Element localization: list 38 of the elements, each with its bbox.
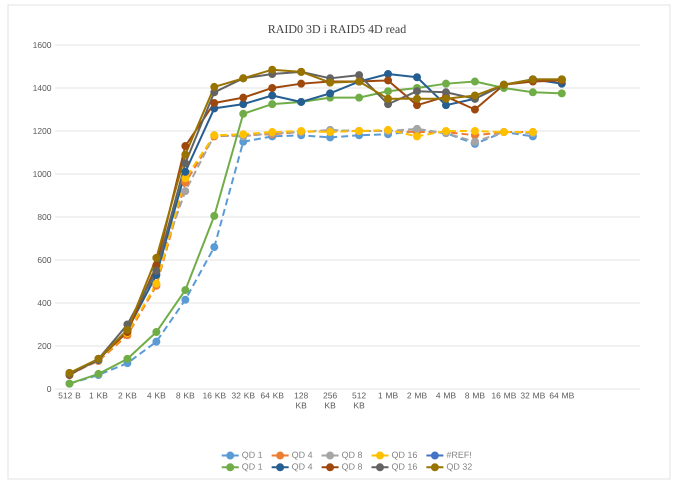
y-tick-label: 1200 xyxy=(33,128,52,134)
y-tick-label: 1000 xyxy=(33,170,52,177)
legend-label: QD 4 xyxy=(292,452,312,460)
x-tick-label: 4 KB xyxy=(147,392,166,398)
x-tick-label: 32 MB xyxy=(520,392,545,398)
legend-label: #REF! xyxy=(446,452,471,458)
x-tick-label: 1 KB xyxy=(90,392,108,398)
x-tick-label: 8 KB xyxy=(176,392,194,398)
legend-label: QD 8 xyxy=(342,463,362,472)
y-tick-label: 400 xyxy=(38,300,52,306)
x-tick-label: 16 KB xyxy=(203,392,226,398)
x-tick-label: 512 KB xyxy=(352,392,366,408)
x-tick-label: 8 MB xyxy=(465,392,485,398)
y-tick-label: 0 xyxy=(47,386,52,392)
legend-label: QD 1 xyxy=(242,452,262,460)
x-tick-label: 512 B xyxy=(58,392,80,398)
x-tick-label: 4 MB xyxy=(436,392,456,398)
legend-label: QD 16 xyxy=(392,463,417,472)
x-tick-label: 64 MB xyxy=(550,392,574,398)
legend-label: QD 4 xyxy=(292,463,312,472)
y-tick-label: 200 xyxy=(38,342,52,349)
x-tick-label: 2 KB xyxy=(118,392,136,398)
legend-label: QD 32 xyxy=(446,463,472,472)
y-tick-label: 1400 xyxy=(33,84,52,91)
x-tick-label: 1 MB xyxy=(378,392,398,398)
x-tick-label: 16 MB xyxy=(492,392,516,398)
legend-label: QD 1 xyxy=(242,463,262,472)
x-tick-label: 64 KB xyxy=(260,392,284,398)
x-tick-label: 256 KB xyxy=(323,392,337,408)
x-tick-label: 32 KB xyxy=(232,392,255,398)
y-tick-label: 800 xyxy=(38,214,52,220)
legend-label: QD 16 xyxy=(392,452,417,460)
y-tick-label: 1600 xyxy=(33,42,52,48)
y-tick-label: 600 xyxy=(38,256,52,263)
chart-title: RAID0 3D i RAID5 4D read xyxy=(268,24,406,34)
x-tick-label: 128 KB xyxy=(294,392,308,408)
legend-label: QD 8 xyxy=(342,452,362,460)
x-tick-label: 2 MB xyxy=(407,392,427,398)
